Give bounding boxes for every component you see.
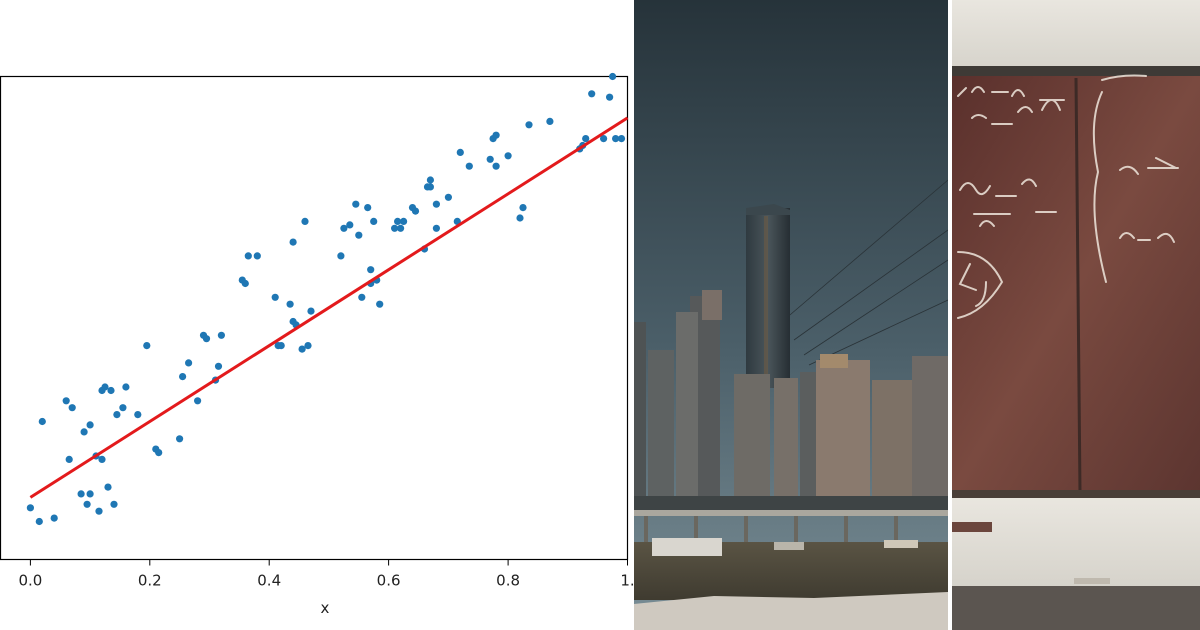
data-point <box>26 504 34 512</box>
data-point <box>400 217 408 225</box>
city-skyline-photo <box>634 0 948 630</box>
data-point <box>617 135 626 143</box>
x-tick-label: 1. <box>620 572 634 590</box>
data-point <box>104 483 112 491</box>
data-point <box>426 183 434 191</box>
data-point <box>307 307 315 315</box>
regression-line <box>29 116 629 499</box>
data-point <box>298 345 306 353</box>
data-point <box>504 152 512 160</box>
data-point <box>492 131 500 139</box>
data-point <box>519 204 527 212</box>
data-point <box>107 386 115 395</box>
data-point <box>202 335 211 343</box>
data-point <box>176 435 184 443</box>
data-point <box>214 362 223 370</box>
data-point <box>101 383 109 391</box>
data-points <box>26 72 626 526</box>
city-skyline-image <box>634 0 948 630</box>
data-point <box>110 500 118 508</box>
data-point <box>194 397 202 405</box>
x-tick-label: 0.2 <box>138 572 162 590</box>
data-point <box>352 200 360 208</box>
data-point <box>364 204 372 212</box>
x-axis-ticks: 0.0 0.2 0.4 0.6 0.8 1. <box>18 559 634 590</box>
x-tick-label: 0.8 <box>496 572 520 590</box>
data-point <box>346 221 354 229</box>
data-point <box>86 421 94 429</box>
data-point <box>122 383 130 391</box>
data-point <box>253 252 261 260</box>
data-point <box>86 490 94 498</box>
data-point <box>411 207 420 215</box>
data-point <box>50 514 58 522</box>
data-point <box>185 359 193 367</box>
data-point <box>432 200 440 208</box>
data-point <box>286 300 294 308</box>
data-point <box>525 121 533 129</box>
data-point <box>394 217 402 225</box>
data-point <box>179 373 187 381</box>
data-point <box>516 214 524 222</box>
data-point <box>143 342 151 350</box>
data-point <box>376 300 384 308</box>
data-point <box>546 117 554 125</box>
x-tick-label: 0.4 <box>257 572 281 590</box>
x-tick-label: 0.0 <box>18 572 42 590</box>
chalkboard-image <box>952 0 1200 630</box>
data-point <box>62 397 70 405</box>
data-point <box>337 252 345 260</box>
data-point <box>83 500 91 508</box>
data-point <box>391 224 399 232</box>
data-point <box>65 455 73 463</box>
data-point <box>588 90 596 98</box>
x-axis-label: x <box>321 599 330 617</box>
data-point <box>465 162 473 170</box>
data-point <box>606 93 614 101</box>
scatter-chart: 0.0 0.2 0.4 0.6 0.8 1. x <box>0 72 634 617</box>
data-point <box>217 331 225 339</box>
data-point <box>301 217 309 225</box>
data-point <box>271 293 279 301</box>
data-point <box>289 238 297 246</box>
chalkboard-photo <box>952 0 1200 630</box>
data-point <box>113 411 121 419</box>
data-point <box>358 293 366 301</box>
data-point <box>119 404 127 412</box>
data-point <box>582 135 590 143</box>
data-point <box>68 404 76 412</box>
data-point <box>35 517 43 526</box>
data-point <box>612 135 620 143</box>
data-point <box>98 455 106 463</box>
data-point <box>38 417 46 426</box>
data-point <box>95 507 103 515</box>
data-point <box>155 449 163 457</box>
data-point <box>355 231 363 239</box>
data-point <box>244 252 252 260</box>
data-point <box>277 342 285 350</box>
data-point <box>397 224 405 232</box>
data-point <box>492 162 500 170</box>
data-point <box>444 193 452 201</box>
data-point <box>456 148 464 156</box>
data-point <box>600 135 608 143</box>
data-point <box>367 266 375 274</box>
data-point <box>304 342 312 350</box>
data-point <box>486 155 494 163</box>
data-point <box>370 217 378 225</box>
data-point <box>426 176 434 184</box>
fit-line-layer <box>29 116 629 499</box>
data-point <box>340 224 348 232</box>
data-point <box>80 428 88 436</box>
data-point <box>134 411 142 419</box>
data-point <box>77 490 85 498</box>
scatter-chart-panel: 0.0 0.2 0.4 0.6 0.8 1. x <box>0 72 634 617</box>
x-tick-label: 0.6 <box>377 572 401 590</box>
data-point <box>609 72 617 81</box>
data-point <box>241 279 249 288</box>
data-point <box>432 224 440 232</box>
panel-divider <box>948 0 952 630</box>
